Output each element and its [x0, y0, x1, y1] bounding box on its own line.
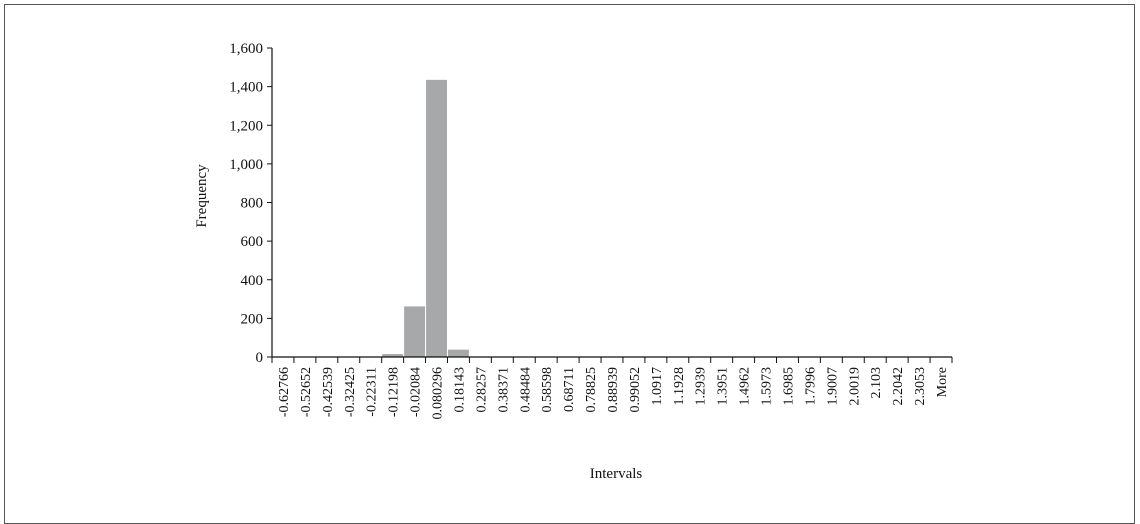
x-tick-label: 0.28257 [474, 367, 489, 413]
x-tick-label: 1.2939 [694, 367, 709, 406]
histogram-chart: 0 200 400 600 800 1,000 1,200 1,400 1,600 -0.627… [194, 41, 953, 482]
axes-group [271, 48, 952, 358]
y-tick-label: 200 [241, 311, 264, 327]
x-tick-label: 1.7996 [803, 367, 818, 406]
bars-group [382, 79, 469, 357]
x-tick-label: -0.62766 [277, 367, 292, 417]
x-tick-label: More [935, 367, 950, 397]
x-tick-label: 1.6985 [781, 367, 796, 406]
x-tick-label: 0.68711 [562, 367, 577, 412]
bar--0.02084 [404, 306, 426, 357]
y-tick-label: 600 [241, 234, 264, 250]
x-tick-label: 0.78825 [584, 367, 599, 413]
x-ticks-group: -0.62766 -0.52652 -0.42539 -0.32425 -0.22311… [271, 357, 953, 420]
y-tick-label: 1,600 [229, 41, 263, 57]
x-tick-label: 1.5973 [760, 367, 775, 406]
bar-0.18143 [447, 349, 469, 357]
x-tick-label: 1.1928 [672, 367, 687, 406]
x-tick-label: 1.9007 [825, 367, 840, 406]
x-tick-label: 2.0019 [847, 367, 862, 406]
x-tick-label: 2.103 [869, 367, 884, 399]
x-tick-label: 0.18143 [452, 367, 467, 413]
y-tick-label: 1,400 [229, 80, 263, 96]
y-tick-label: 1,000 [229, 157, 263, 173]
x-axis-label: Intervals [590, 466, 643, 482]
x-tick-label: -0.42539 [321, 367, 336, 417]
x-tick-label: -0.02084 [409, 367, 424, 417]
y-tick-label: 800 [241, 196, 264, 212]
x-tick-label: -0.32425 [343, 367, 358, 417]
x-tick-label: 0.99052 [628, 367, 643, 413]
y-tick-label: 1,200 [229, 118, 263, 134]
x-tick-label: 0.48484 [518, 367, 533, 413]
x-tick-label: 1.3951 [716, 367, 731, 406]
x-tick-label: 0.080296 [431, 367, 446, 420]
y-tick-label: 0 [256, 350, 264, 366]
bar-0.080296 [426, 79, 447, 357]
x-tick-label: 0.58598 [540, 367, 555, 413]
x-tick-label: 1.4962 [738, 367, 753, 406]
x-tick-label: 0.38371 [496, 367, 511, 413]
y-axis-label: Frequency [194, 164, 210, 228]
y-tick-label: 400 [241, 273, 264, 289]
x-tick-label: 0.88939 [606, 367, 621, 413]
x-tick-label: -0.22311 [365, 367, 380, 417]
x-tick-label: 2.3053 [913, 367, 928, 406]
x-tick-label: -0.12198 [387, 367, 402, 417]
chart-frame [4, 4, 1135, 524]
x-tick-label: 2.2042 [891, 367, 906, 406]
x-tick-label: 1.0917 [650, 367, 665, 406]
x-tick-label: -0.52652 [299, 367, 314, 417]
bar--0.12198 [382, 354, 404, 357]
y-ticks-group: 0 200 400 600 800 1,000 1,200 1,400 1,600 [229, 41, 272, 366]
